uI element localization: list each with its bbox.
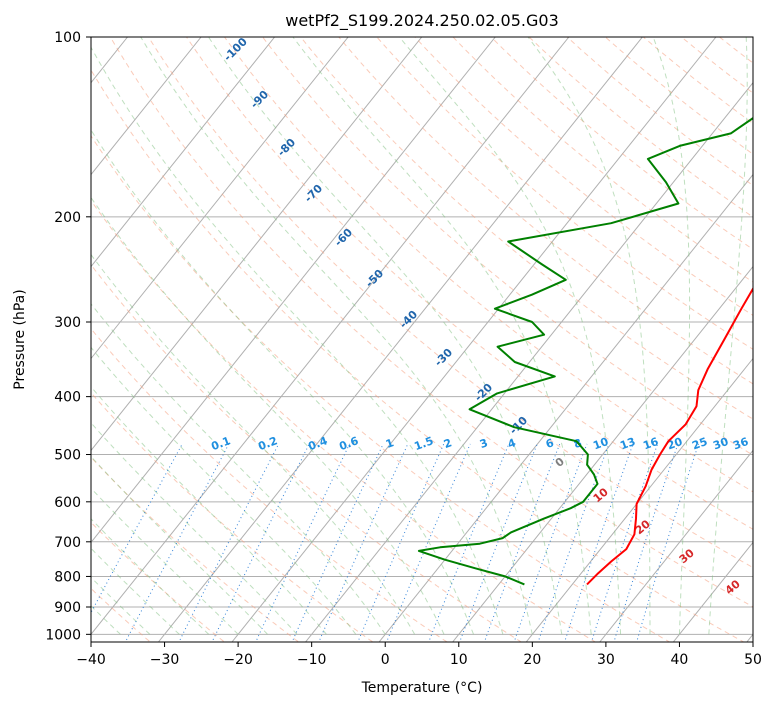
dry-adiabat-line <box>91 199 597 642</box>
isotherm-line <box>525 357 753 642</box>
dry-adiabat-line <box>452 37 753 283</box>
mixing-ratio-label: 0.1 <box>209 434 232 453</box>
dry-adiabat-line <box>91 587 151 642</box>
x-tick-label: 20 <box>523 652 541 668</box>
isotherm-line <box>91 37 570 636</box>
y-tick-label: 1000 <box>45 627 81 643</box>
x-tick-label: −40 <box>76 652 106 668</box>
mixing-ratio-label: 0.2 <box>256 434 279 453</box>
dry-adiabat-line <box>109 37 753 608</box>
x-tick-label: 50 <box>744 652 762 668</box>
moist-adiabat-line <box>91 196 445 635</box>
mixing-ratio-label: 2 <box>442 436 454 451</box>
series-layer <box>417 116 753 586</box>
x-tick-label: 0 <box>381 652 390 668</box>
dry-adiabat-line <box>147 37 753 569</box>
moist-adiabat-line <box>140 37 533 635</box>
x-tick-label: −20 <box>223 652 253 668</box>
grid-layer <box>0 24 753 647</box>
mixing-ratio-line <box>386 443 471 642</box>
y-tick-label: 200 <box>54 210 81 226</box>
chart-title: wetPf2_S199.2024.250.02.05.G03 <box>285 11 559 31</box>
mixing-ratio-label: 0.6 <box>337 434 360 453</box>
dry-adiabat-line <box>185 37 753 530</box>
moist-adiabat-line <box>91 129 474 635</box>
y-tick-label: 400 <box>54 390 81 406</box>
axis-layer: −40 −30 −20 −10 0 10 20 30 40 50 1000 900 800 700 600 5… <box>45 30 762 668</box>
y-tick-label: 700 <box>54 535 81 551</box>
dry-adiabat-line <box>91 69 745 642</box>
dry-adiabat-line <box>91 521 226 642</box>
x-tick-label: 10 <box>450 652 468 668</box>
mixing-ratio-line <box>590 443 659 642</box>
plot-background <box>91 37 753 642</box>
isotherm-line <box>599 449 753 642</box>
mixing-ratio-label: 3 <box>478 436 490 451</box>
y-tick-label: 900 <box>54 600 81 616</box>
moist-adiabat-line <box>91 253 416 635</box>
temperature-profile-line <box>586 286 753 586</box>
y-axis-title: Pressure (hPa) <box>12 289 28 389</box>
isotherm-line <box>91 37 276 268</box>
mixing-ratio-label: 36 <box>731 435 750 453</box>
isotherm-line <box>91 37 496 544</box>
moist-adiabat-line <box>652 37 691 635</box>
moist-adiabat-line <box>91 346 357 635</box>
dry-adiabat-line <box>91 392 374 642</box>
isotherm-line <box>452 265 753 642</box>
isotherm-line <box>378 173 753 642</box>
dry-adiabat-line <box>0 24 7 647</box>
mixing-ratio-label: 4 <box>506 436 518 451</box>
moist-adiabat-line <box>91 422 298 635</box>
mixing-ratio-label: 16 <box>641 435 660 453</box>
x-tick-label: 30 <box>597 652 615 668</box>
y-tick-label: 800 <box>54 569 81 585</box>
mixing-ratio-label: 1 <box>384 436 396 451</box>
mixing-ratio-line <box>124 443 230 642</box>
dry-adiabat-line <box>91 327 448 642</box>
dewpoint-profile-line <box>417 116 753 586</box>
x-tick-label: −30 <box>150 652 180 668</box>
x-axis-title: Temperature (°C) <box>361 680 483 696</box>
moist-adiabat-line <box>708 37 748 635</box>
moist-adiabat-line <box>91 455 268 635</box>
plot-frame <box>90 36 754 643</box>
mixing-ratio-label: 6 <box>544 436 556 451</box>
mixing-ratio-line <box>255 443 351 642</box>
dry-adiabat-line <box>91 134 671 642</box>
mixing-ratio-label: 10 <box>591 435 610 453</box>
mixing-ratio-label: 1.5 <box>412 434 435 453</box>
x-tick-label: −10 <box>297 652 327 668</box>
mixing-ratio-label: 0.4 <box>306 434 329 453</box>
isotherm-line <box>231 37 717 642</box>
y-tick-label: 300 <box>54 315 81 331</box>
y-tick-label: 100 <box>54 30 81 46</box>
mixing-ratio-label: 13 <box>618 435 637 452</box>
dry-adiabat-line <box>223 37 753 493</box>
isotherm-line <box>91 37 202 176</box>
moist-adiabat-line <box>91 386 327 635</box>
moist-adiabat-line <box>292 37 592 635</box>
mixing-ratio-line <box>428 443 510 642</box>
moist-adiabat-line <box>208 37 563 635</box>
mixing-ratio-label: 25 <box>690 435 709 452</box>
dry-adiabat-line <box>300 37 753 420</box>
x-tick-label: 40 <box>671 652 689 668</box>
mixing-ratio-label: 30 <box>711 435 730 453</box>
isotherm-line <box>91 37 423 452</box>
y-tick-label: 500 <box>54 448 81 464</box>
dry-adiabat-line <box>376 37 753 350</box>
isotherm-line <box>91 37 349 360</box>
y-tick-label: 600 <box>54 495 81 511</box>
moist-adiabat-line <box>398 37 622 635</box>
